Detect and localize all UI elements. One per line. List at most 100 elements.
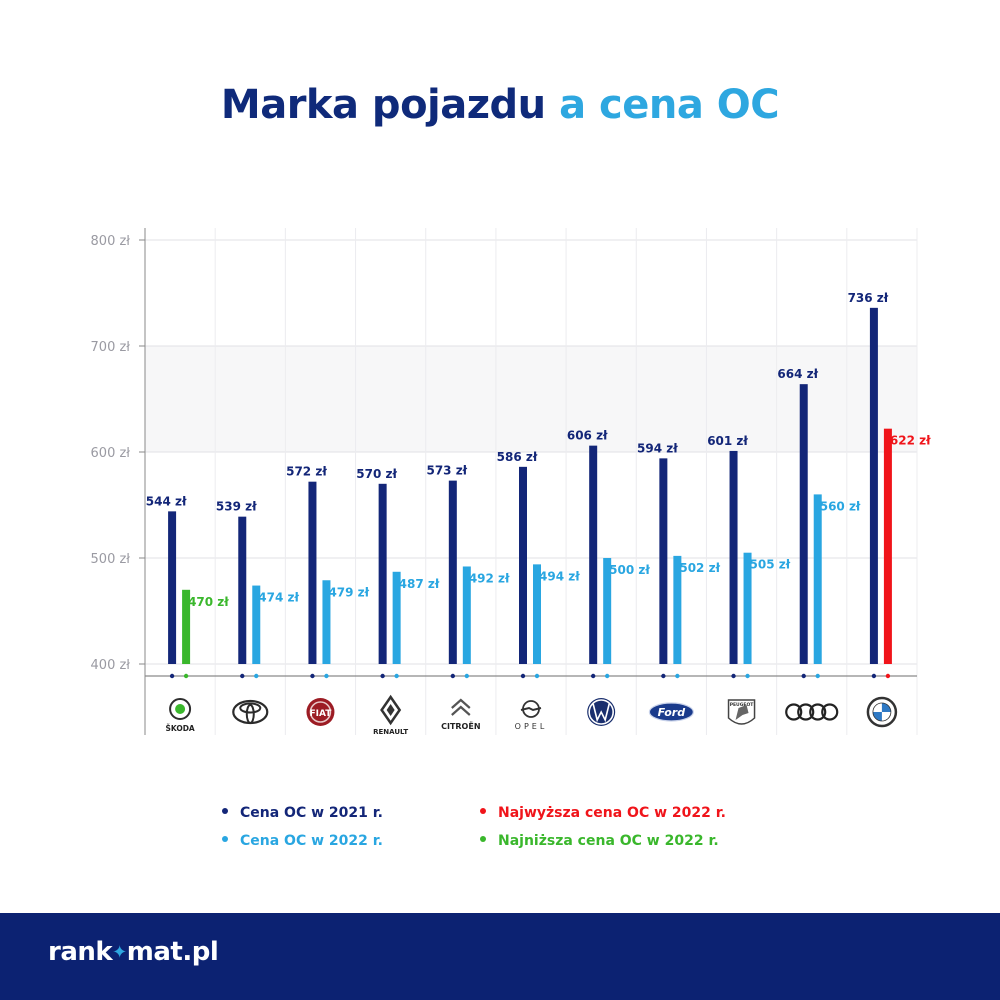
bar-2021 [378,483,387,664]
data-label-2022: 500 zł [609,563,650,577]
brand-logo-6: OPEL [515,700,544,731]
data-label-2021: 606 zł [567,429,608,443]
data-label-2022: 494 zł [539,569,580,583]
legend-label-2022: Cena OC w 2022 r. [240,833,383,849]
axis-dot-2021 [801,673,806,679]
data-label-2021: 572 zł [286,465,327,479]
axis-dot-2021 [871,673,877,679]
bar-2021 [308,481,317,664]
data-label-2021: 544 zł [146,494,187,508]
data-label-2021: 594 zł [637,441,678,455]
data-label-2022: 492 zł [469,571,510,585]
bars-layer [168,307,892,679]
grid-band [145,346,917,452]
axis-dot-2022 [183,673,189,679]
axis-dot-2021 [590,673,596,679]
bar-chart: 400 zł 500 zł 600 zł 700 zł 800 zł 544 zł 470… [91,228,931,736]
legend-item-2021: Cena OC w 2021 r. [222,805,383,821]
bar-2022 [392,571,401,664]
bar-2021 [168,511,177,664]
bar-2022 [462,566,471,664]
data-label-2022: 622 zł [890,434,931,448]
axis-dot-2021 [450,673,456,679]
y-tick-label: 800 zł [91,234,131,249]
bar-2022 [603,558,612,664]
grid-layer: 400 zł 500 zł 600 zł 700 zł 800 zł [91,228,918,735]
bar-2021 [659,458,668,664]
legend-dot-2021 [222,808,228,814]
y-tick-label: 400 zł [91,658,131,673]
bar-2022 [533,564,541,664]
legend-dot-lowest [480,836,486,842]
axis-dot-2022 [815,673,820,679]
svg-text:Ford: Ford [658,706,686,719]
data-label-2022: 487 zł [399,577,440,591]
brand-logo-3: FIAT [306,698,335,726]
bar-2021 [869,307,878,664]
svg-text:FIAT: FIAT [310,709,333,719]
brand-text-right: mat.pl [126,937,219,967]
bar-2021 [238,516,247,664]
data-label-2021: 539 zł [216,500,257,514]
bar-2022 [743,552,752,664]
bar-2022 [883,428,892,664]
bar-2021 [799,384,808,664]
labels-layer: 544 zł 470 zł 539 zł 474 zł 572 zł 479 zł 570 … [146,291,931,609]
title-part1: Marka pojazdu [220,82,546,128]
data-label-2021: 736 zł [848,291,889,305]
page-title: Marka pojazdu a cena OC [0,82,1000,128]
y-tick-label: 600 zł [91,446,131,461]
axis-dot-2022 [745,673,750,679]
axis-dot-2021 [240,673,245,679]
legend-label-lowest: Najniższa cena OC w 2022 r. [498,833,719,849]
data-label-2021: 570 zł [356,467,397,481]
bar-2022 [182,589,191,664]
brand-label: RENAULT [373,728,408,736]
brand-logo-11 [866,696,898,728]
legend-item-highest: Najwyższa cena OC w 2022 r. [480,805,726,821]
footer-bar: rank✦mat.pl [0,913,1000,1000]
data-label-2022: 474 zł [258,591,299,605]
bar-2021 [448,480,457,664]
y-tick-label: 500 zł [91,552,131,567]
axis-dot-2021 [731,673,736,679]
brand-label: ŠKODA [165,724,194,733]
brand-logo-2 [232,699,269,725]
brand-logo[interactable]: rank✦mat.pl [48,937,219,967]
brand-label: CITROËN [441,721,480,731]
star-icon: ✦ [112,942,127,963]
legend-label-highest: Najwyższa cena OC w 2022 r. [498,805,726,821]
data-label-2022: 470 zł [188,595,229,609]
axis-dot-2022 [324,673,329,679]
brand-text-left: rank [48,937,113,967]
bar-2022 [322,580,331,664]
bar-2021 [729,450,738,664]
legend-item-2022: Cena OC w 2022 r. [222,833,383,849]
legend-label-2021: Cena OC w 2021 r. [240,805,383,821]
axis-dot-2022 [534,673,540,679]
data-label-2021: 601 zł [707,434,748,448]
axis-dot-2021 [310,673,315,679]
brand-logo-1: ŠKODA [165,698,195,733]
data-label-2021: 573 zł [426,464,467,478]
axis-dot-2022 [675,673,680,679]
data-label-2022: 505 zł [750,558,791,572]
axis-dot-2022 [464,673,470,679]
title-part2: a cena OC [559,82,780,128]
brand-logo-5: CITROËN [441,698,481,731]
axis-dot-2021 [380,673,385,679]
data-label-2021: 664 zł [777,367,818,381]
brand-logo-4: RENAULT [373,694,408,736]
data-label-2021: 586 zł [497,450,538,464]
data-label-2022: 502 zł [679,561,720,575]
brand-label: PEUGEOT [730,702,755,708]
brand-logo-7 [587,698,616,726]
legend-item-lowest: Najniższa cena OC w 2022 r. [480,833,719,849]
brand-logo-9: PEUGEOT [727,699,756,725]
legend-dot-highest [480,808,486,814]
axis-dot-2021 [169,673,175,679]
data-label-2022: 560 zł [820,499,861,513]
bar-2021 [589,445,598,664]
axis-dot-2022 [394,673,399,679]
axis-dot-2022 [885,673,891,679]
